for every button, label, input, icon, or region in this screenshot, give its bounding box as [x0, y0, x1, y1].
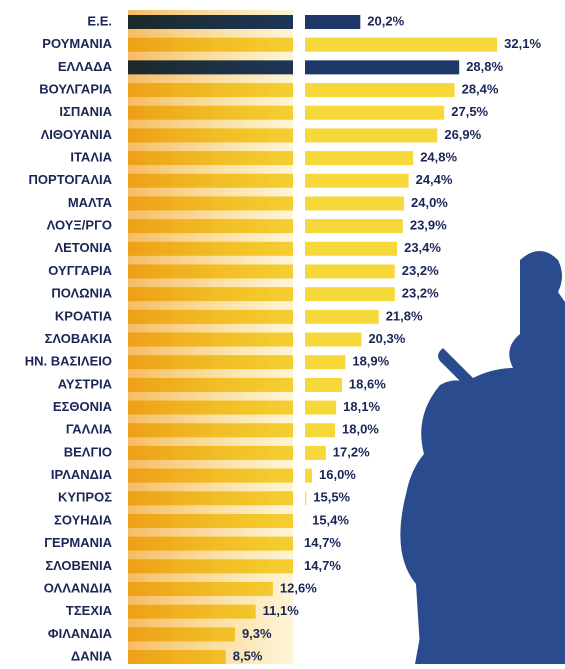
category-label: ΓΑΛΛΙΑ: [66, 422, 113, 437]
value-label: 18,6%: [349, 376, 386, 391]
value-label: 12,6%: [280, 580, 317, 595]
value-label: 23,2%: [402, 286, 439, 301]
category-label: ΣΛΟΒΕΝΙΑ: [45, 558, 112, 573]
category-label: ΦΙΛΑΝΔΙΑ: [48, 626, 113, 641]
value-label: 32,1%: [504, 36, 541, 51]
value-label: 21,8%: [386, 308, 423, 323]
value-label: 15,5%: [313, 490, 350, 505]
category-label: ΗΝ. ΒΑΣΙΛΕΙΟ: [25, 354, 112, 369]
category-label: ΡΟΥΜΑΝΙΑ: [42, 36, 112, 51]
category-label: ΛΕΤΟΝΙΑ: [54, 240, 112, 255]
value-label: 27,5%: [451, 104, 488, 119]
category-label: ΣΛΟΒΑΚΙΑ: [45, 331, 113, 346]
category-label: ΟΛΛΑΝΔΙΑ: [44, 580, 113, 595]
value-label: 8,5%: [233, 648, 263, 663]
category-label: ΛΟΥΞ/ΡΓΟ: [47, 218, 112, 233]
stripe-shade: [128, 10, 293, 664]
silhouettes: [400, 251, 565, 664]
category-label: ΕΣΘΟΝΙΑ: [53, 399, 113, 414]
value-label: 28,8%: [466, 59, 503, 74]
category-label: ΛΙΘΟΥΑΝΙΑ: [41, 127, 113, 142]
value-label: 24,4%: [416, 172, 453, 187]
value-label: 24,8%: [420, 150, 457, 165]
category-label: ΚΡΟΑΤΙΑ: [55, 308, 113, 323]
value-label: 28,4%: [462, 81, 499, 96]
value-label: 16,0%: [319, 467, 356, 482]
category-label: ΟΥΓΓΑΡΙΑ: [48, 263, 112, 278]
value-label: 20,2%: [367, 13, 404, 28]
value-label: 23,9%: [410, 218, 447, 233]
value-label: 20,3%: [368, 331, 405, 346]
category-label: ΙΤΑΛΙΑ: [70, 150, 112, 165]
value-label: 26,9%: [444, 127, 481, 142]
category-label: ΑΥΣΤΡΙΑ: [58, 376, 113, 391]
value-label: 23,2%: [402, 263, 439, 278]
category-label: ΠΟΡΤΟΓΑΛΙΑ: [29, 172, 113, 187]
chart: Ε.Ε. 20,2% ΡΟΥΜΑΝΙΑ 32,1% ΕΛΛΑΔΑ 28,8% ΒΟΥΛΓΑΡ…: [0, 0, 565, 664]
value-label: 18,9%: [352, 354, 389, 369]
category-label: ΒΟΥΛΓΑΡΙΑ: [39, 81, 112, 96]
category-label: ΚΥΠΡΟΣ: [58, 490, 112, 505]
category-label: ΤΣΕΧΙΑ: [66, 603, 113, 618]
category-label: ΓΕΡΜΑΝΙΑ: [44, 535, 112, 550]
category-label: ΔΑΝΙΑ: [71, 648, 113, 663]
value-label: 15,4%: [312, 512, 349, 527]
category-label: ΕΛΛΑΔΑ: [58, 59, 113, 74]
category-label: ΙΣΠΑΝΙΑ: [59, 104, 112, 119]
value-label: 24,0%: [411, 195, 448, 210]
category-label: ΙΡΛΑΝΔΙΑ: [51, 467, 113, 482]
value-label: 23,4%: [404, 240, 441, 255]
value-label: 14,7%: [304, 558, 341, 573]
category-label: ΜΑΛΤΑ: [68, 195, 113, 210]
category-label: Ε.Ε.: [87, 13, 112, 28]
value-label: 17,2%: [333, 444, 370, 459]
category-label: ΠΟΛΩΝΙΑ: [51, 286, 112, 301]
value-label: 11,1%: [263, 603, 300, 618]
value-label: 18,0%: [342, 422, 379, 437]
value-label: 9,3%: [242, 626, 272, 641]
category-label: ΒΕΛΓΙΟ: [64, 444, 112, 459]
category-label: ΣΟΥΗΔΙΑ: [54, 512, 113, 527]
value-label: 14,7%: [304, 535, 341, 550]
value-label: 18,1%: [343, 399, 380, 414]
